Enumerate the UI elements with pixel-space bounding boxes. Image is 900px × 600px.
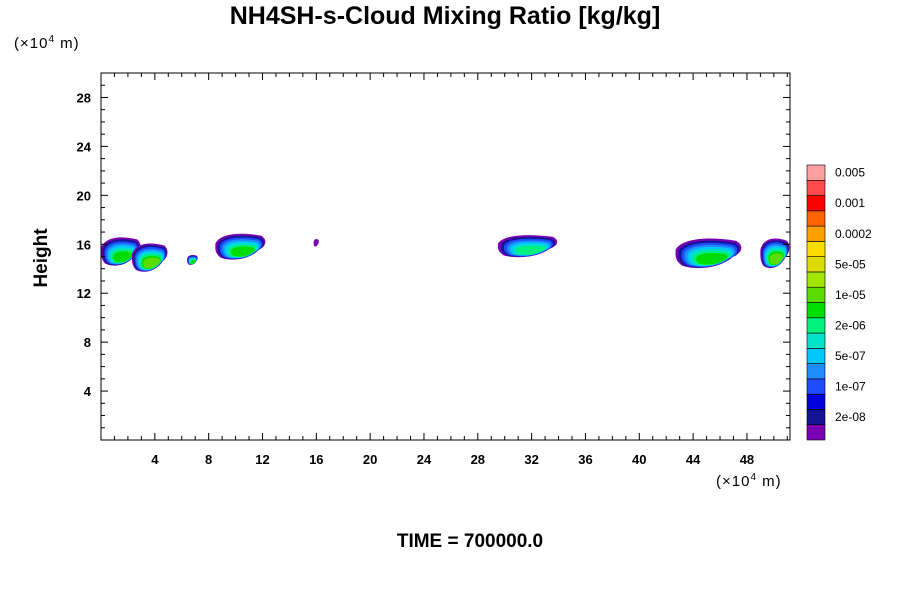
- cloud-contour: [231, 246, 255, 257]
- colorbar-label: 0.0002: [835, 227, 872, 241]
- colorbar-swatch: [806, 286, 826, 303]
- cloud-patch: [187, 255, 198, 265]
- x-tick-label: 8: [205, 452, 212, 467]
- colorbar-swatch: [806, 256, 826, 273]
- y-unit-suffix: m): [55, 35, 80, 52]
- colorbar-swatch: [806, 332, 826, 349]
- colorbar-swatch: [806, 179, 826, 196]
- colorbar-label: 1e-05: [835, 288, 866, 302]
- y-tick-label: 8: [84, 335, 91, 350]
- y-unit-base: (×10: [14, 35, 49, 52]
- colorbar-label: 0.001: [835, 196, 865, 210]
- cloud-patch: [313, 239, 319, 247]
- plot-area: [101, 233, 790, 272]
- cloud-patch: [675, 238, 742, 269]
- x-unit-suffix: m): [757, 473, 782, 490]
- cloud-contour: [516, 245, 545, 255]
- colorbar: 2e-08 1e-07 5e-07 2e-06 1e-05 5e-05 0.0002 0.00…: [806, 164, 872, 441]
- y-axis-unit: (×104 m): [14, 34, 80, 52]
- y-tick-label: 28: [77, 90, 91, 105]
- colorbar-label: 1e-07: [835, 380, 866, 394]
- y-tick-label: 20: [77, 188, 91, 203]
- y-tick-label: 16: [77, 237, 91, 252]
- x-tick-label: 44: [686, 452, 701, 467]
- colorbar-swatch: [806, 393, 826, 410]
- cloud-contour: [696, 253, 728, 265]
- cloud-contour: [143, 257, 160, 269]
- x-tick-label: 16: [309, 452, 323, 467]
- x-tick-label: 12: [255, 452, 269, 467]
- colorbar-label: 5e-07: [835, 349, 866, 363]
- x-tick-label: 4: [151, 452, 159, 467]
- x-unit-exponent: 4: [750, 472, 758, 483]
- colorbar-swatch: [806, 271, 826, 288]
- cloud-contour: [190, 259, 196, 264]
- colorbar-swatch: [806, 225, 826, 242]
- colorbar-swatch: [806, 348, 826, 364]
- cloud-contour: [313, 239, 319, 247]
- y-tick-label: 4: [84, 384, 92, 399]
- colorbar-swatch: [806, 317, 826, 334]
- x-tick-label: 32: [524, 452, 538, 467]
- y-tick-label: 12: [77, 286, 91, 301]
- cloud-contour: [769, 253, 784, 265]
- colorbar-swatch: [806, 241, 826, 257]
- colorbar-label: 0.005: [835, 166, 865, 180]
- cloud-contour: [113, 251, 133, 263]
- cloud-patch: [131, 243, 168, 272]
- cloud-patch: [760, 238, 790, 269]
- x-tick-label: 36: [578, 452, 592, 467]
- colorbar-swatch: [806, 195, 826, 212]
- colorbar-swatch: [806, 164, 826, 181]
- cloud-patch: [101, 237, 141, 266]
- colorbar-swatch: [806, 363, 826, 380]
- x-tick-label: 28: [471, 452, 485, 467]
- x-tick-label: 24: [417, 452, 432, 467]
- x-unit-base: (×10: [716, 473, 751, 490]
- y-unit-exponent: 4: [48, 34, 56, 45]
- colorbar-label: 2e-08: [835, 410, 866, 424]
- cloud-patch: [215, 233, 266, 260]
- colorbar-label: 2e-06: [835, 318, 866, 332]
- x-tick-label: 48: [740, 452, 754, 467]
- cloud-patch: [497, 235, 558, 258]
- x-tick-label: 20: [363, 452, 377, 467]
- colorbar-swatch: [806, 424, 826, 441]
- colorbar-swatch: [806, 409, 826, 426]
- x-axis-unit: (×104 m): [716, 472, 782, 490]
- colorbar-label: 5e-05: [835, 257, 866, 271]
- colorbar-swatch: [806, 302, 826, 319]
- colorbar-swatch: [806, 210, 826, 227]
- colorbar-swatch: [806, 378, 826, 395]
- time-label: TIME = 700000.0: [396, 531, 544, 552]
- x-tick-label: 40: [632, 452, 646, 467]
- y-tick-label: 24: [77, 139, 92, 154]
- chart-title: NH4SH-s-Cloud Mixing Ratio [kg/kg]: [229, 2, 661, 30]
